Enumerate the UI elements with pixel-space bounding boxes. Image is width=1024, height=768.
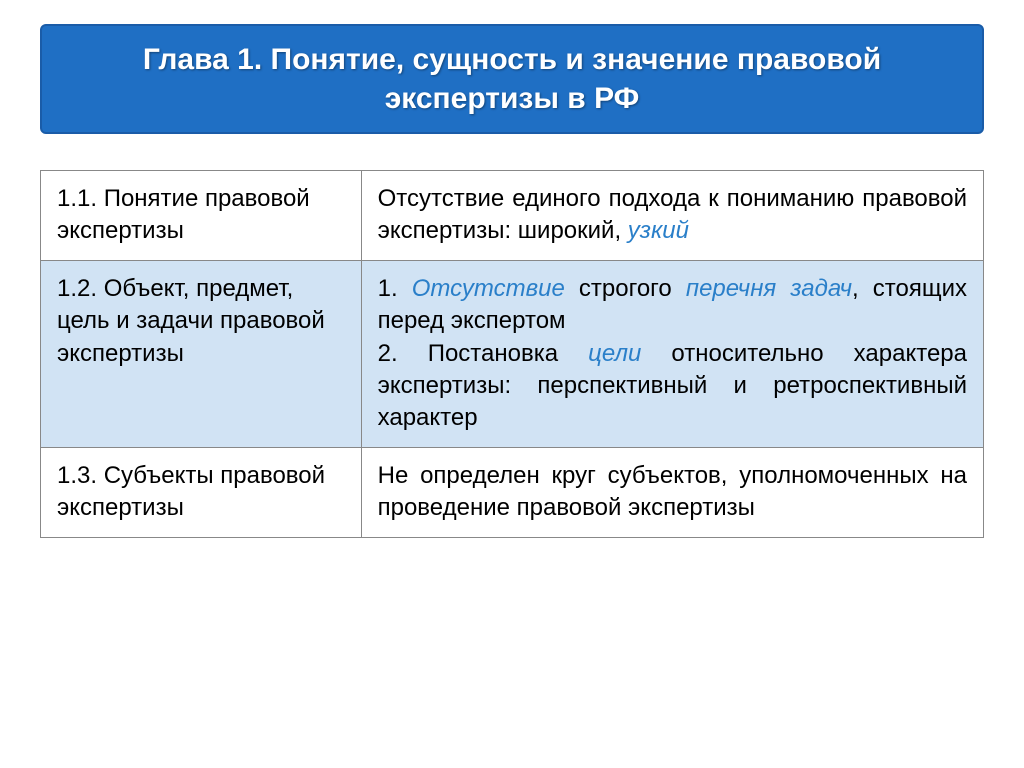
row-content: Не определен круг субъектов, уполномочен…	[361, 447, 983, 537]
table-row: 1.2. Объект, предмет, цель и задачи прав…	[41, 260, 984, 447]
table-row: 1.1. Понятие правовой экспертизыОтсутств…	[41, 171, 984, 261]
content-table: 1.1. Понятие правовой экспертизыОтсутств…	[40, 170, 984, 538]
row-content: Отсутствие единого подхода к пониманию п…	[361, 171, 983, 261]
table-row: 1.3. Субъекты правовой экспертизыНе опре…	[41, 447, 984, 537]
table-body: 1.1. Понятие правовой экспертизыОтсутств…	[41, 171, 984, 538]
chapter-header: Глава 1. Понятие, сущность и значение пр…	[40, 24, 984, 134]
row-heading: 1.1. Понятие правовой экспертизы	[41, 171, 362, 261]
chapter-title: Глава 1. Понятие, сущность и значение пр…	[66, 40, 958, 118]
row-heading: 1.2. Объект, предмет, цель и задачи прав…	[41, 260, 362, 447]
row-heading: 1.3. Субъекты правовой экспертизы	[41, 447, 362, 537]
row-content: 1. Отсутствие строгого перечня задач, ст…	[361, 260, 983, 447]
